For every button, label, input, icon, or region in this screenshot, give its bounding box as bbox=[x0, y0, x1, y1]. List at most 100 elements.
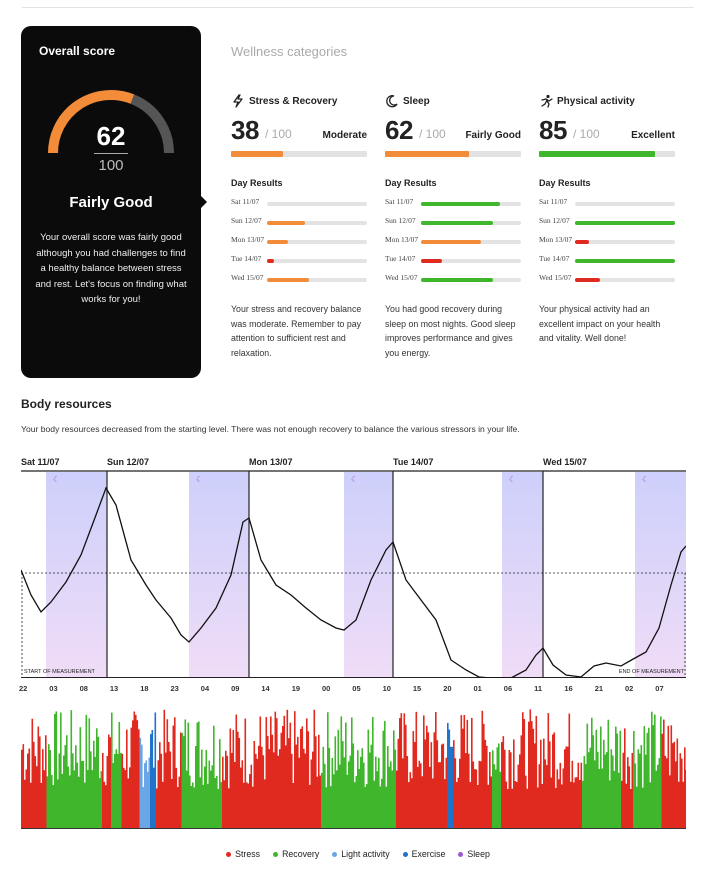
activity-bar bbox=[615, 726, 617, 829]
activity-bar bbox=[31, 718, 34, 829]
activity-bar bbox=[592, 735, 595, 829]
activity-bar bbox=[612, 755, 614, 829]
activity-bar bbox=[412, 731, 415, 829]
activity-bar bbox=[594, 760, 596, 829]
activity-bar bbox=[358, 768, 361, 829]
activity-bar bbox=[637, 749, 640, 829]
legend-label: Exercise bbox=[411, 849, 446, 859]
activity-bar bbox=[85, 714, 88, 829]
activity-bar bbox=[511, 788, 514, 829]
gauge-fill bbox=[48, 90, 135, 154]
activity-bar bbox=[588, 752, 590, 829]
activity-bar bbox=[96, 728, 98, 829]
activity-bar bbox=[298, 757, 301, 829]
activity-bar bbox=[94, 756, 97, 829]
activity-bar bbox=[265, 717, 268, 829]
activity-bar bbox=[622, 752, 625, 829]
activity-bar bbox=[570, 781, 572, 829]
activity-bar bbox=[628, 766, 631, 829]
activity-bar bbox=[346, 774, 349, 829]
activity-bar bbox=[529, 709, 532, 829]
activity-bar bbox=[603, 739, 605, 829]
activity-bar bbox=[523, 719, 526, 829]
day-result-fill bbox=[421, 259, 442, 263]
activity-bar bbox=[55, 711, 58, 829]
sleep-band bbox=[344, 472, 393, 678]
start-of-measurement-label: START OF MEASUREMENT bbox=[24, 669, 96, 675]
activity-bar bbox=[297, 736, 299, 829]
category-name: Physical activity bbox=[557, 95, 635, 107]
activity-bar bbox=[400, 713, 403, 829]
activity-bar bbox=[387, 746, 389, 829]
activity-bar bbox=[187, 722, 190, 829]
activity-bar bbox=[508, 750, 511, 829]
legend-dot-icon bbox=[273, 851, 279, 857]
activity-bar bbox=[396, 770, 398, 829]
activity-bar bbox=[108, 734, 110, 829]
activity-bar bbox=[340, 716, 343, 829]
hour-label: 21 bbox=[594, 684, 604, 693]
activity-bar bbox=[591, 717, 593, 829]
category-score-max: / 100 bbox=[265, 127, 292, 141]
legend-dot-icon bbox=[332, 851, 338, 857]
activity-bar bbox=[300, 728, 302, 829]
hour-label: 14 bbox=[261, 684, 270, 693]
activity-bar bbox=[445, 757, 448, 829]
activity-bar bbox=[52, 784, 55, 829]
activity-bar bbox=[394, 749, 397, 829]
activity-bar bbox=[61, 773, 64, 829]
activity-bar bbox=[250, 764, 253, 829]
activity-bar bbox=[561, 784, 563, 829]
legend-item: Light activity bbox=[332, 849, 390, 859]
activity-bar bbox=[478, 760, 481, 829]
activity-bar bbox=[451, 746, 454, 829]
activity-bar bbox=[97, 736, 100, 829]
hour-label: 03 bbox=[49, 684, 58, 693]
activity-bar bbox=[117, 753, 119, 829]
activity-bar bbox=[613, 771, 616, 829]
activity-bar bbox=[417, 766, 419, 829]
activity-bar bbox=[22, 744, 25, 829]
moon-icon bbox=[385, 94, 400, 108]
activity-bar bbox=[679, 753, 682, 829]
day-result-label: Sat 11/07 bbox=[231, 197, 260, 206]
activity-bar bbox=[616, 733, 619, 829]
activity-bar bbox=[568, 713, 571, 829]
activity-bar bbox=[567, 746, 569, 829]
activity-bar bbox=[319, 775, 322, 829]
activity-bar bbox=[382, 730, 385, 829]
activity-bar bbox=[495, 769, 497, 829]
activity-bar bbox=[520, 735, 523, 829]
activity-bar bbox=[393, 730, 395, 829]
day-result-label: Tue 14/07 bbox=[539, 254, 570, 263]
activity-bar bbox=[111, 712, 113, 829]
activity-bar bbox=[483, 723, 485, 829]
activity-bar bbox=[280, 732, 283, 829]
hour-label: 07 bbox=[655, 684, 664, 693]
activity-bar bbox=[274, 711, 277, 829]
activity-bar bbox=[54, 713, 56, 829]
activity-bar bbox=[90, 751, 92, 829]
category-name: Stress & Recovery bbox=[249, 95, 338, 107]
overall-score-title: Overall score bbox=[39, 44, 116, 58]
activity-bar bbox=[457, 777, 460, 829]
activity-bar bbox=[292, 782, 295, 829]
activity-bar bbox=[324, 763, 326, 829]
sleep-moon-icon: ☾ bbox=[53, 475, 60, 484]
activity-bar bbox=[600, 726, 602, 829]
activity-bar bbox=[501, 742, 503, 829]
activity-bar bbox=[633, 731, 635, 829]
legend-label: Light activity bbox=[341, 849, 390, 859]
activity-bar bbox=[234, 761, 236, 829]
activity-bar bbox=[432, 778, 434, 829]
resource-curve bbox=[20, 486, 687, 679]
activity-bar bbox=[115, 749, 118, 829]
category-description: Your stress and recovery balance was mod… bbox=[231, 304, 362, 358]
activity-bar bbox=[75, 745, 77, 829]
activity-bar bbox=[184, 719, 187, 829]
activity-bar bbox=[373, 780, 376, 829]
activity-bar bbox=[24, 779, 26, 829]
activity-bar bbox=[384, 720, 386, 829]
activity-bar bbox=[312, 751, 314, 829]
activity-bar bbox=[102, 752, 104, 829]
